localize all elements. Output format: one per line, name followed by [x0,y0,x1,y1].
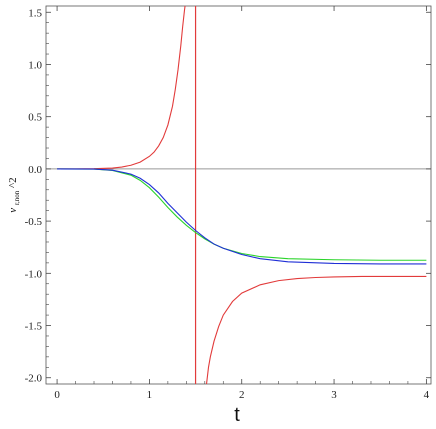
x-tick-label: 1 [147,389,153,401]
series-layer [57,6,427,384]
y-axis-ticks: 1.5 1.0 0.5 0.0 -0.5 -1.0 -1.5 -2.0 [25,7,431,385]
y-axis-title-suffix: ^2 [7,177,19,188]
series-line-3 [57,168,427,261]
y-tick-label: -1.0 [25,268,43,280]
x-tick-label: 4 [424,389,430,401]
y-tick-label: -2.0 [25,373,43,385]
y-tick-label: 1.0 [28,59,42,71]
x-axis-title: t [234,404,240,426]
y-axis-title-main: v [7,208,19,213]
x-tick-label: 2 [239,389,245,401]
plot-frame [45,5,432,385]
y-tick-label: 1.5 [28,7,42,19]
y-axis-title-subscript: r,non [13,190,21,205]
y-tick-label: -0.5 [25,216,43,228]
x-tick-label: 3 [331,389,337,401]
series-line-4 [57,168,427,265]
svg-text:v r,non ^2: v r,non ^2 [7,177,22,212]
series-line-2 [205,275,427,384]
y-tick-label: 0.5 [28,112,42,124]
series-line-1 [57,6,186,170]
y-axis-title: v r,non ^2 [7,177,22,212]
reference-lines [46,6,431,384]
y-tick-label: 0.0 [28,164,42,176]
x-axis-ticks: 0 1 2 3 4 [54,6,430,401]
y-tick-label: -1.5 [25,321,43,333]
x-tick-label: 0 [54,389,60,401]
